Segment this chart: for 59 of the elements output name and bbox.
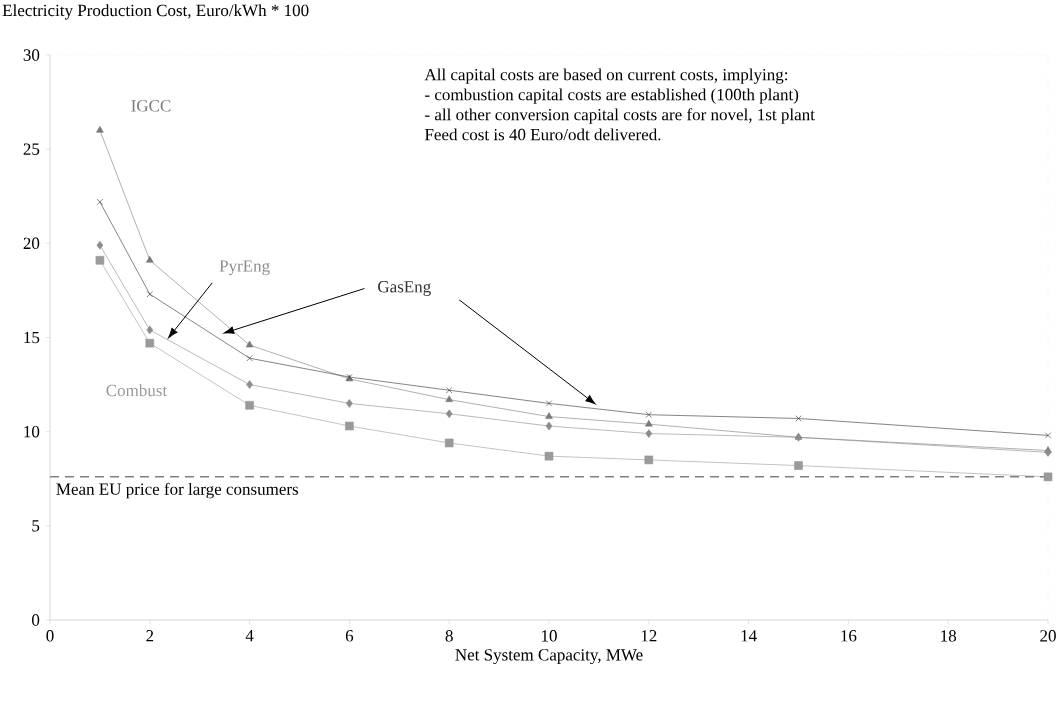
point bbox=[445, 409, 453, 419]
point bbox=[246, 380, 253, 389]
point bbox=[446, 387, 453, 394]
point bbox=[1043, 472, 1053, 482]
x-tick-label: 6 bbox=[345, 630, 354, 642]
point bbox=[545, 400, 553, 407]
y-tick-label: 10 bbox=[24, 425, 40, 438]
point bbox=[1044, 448, 1052, 457]
series-label: Combust bbox=[106, 384, 168, 397]
point bbox=[146, 325, 154, 335]
point bbox=[645, 429, 653, 438]
point bbox=[245, 340, 254, 348]
y-tick-label: 25 bbox=[23, 143, 40, 155]
point bbox=[444, 438, 454, 448]
x-tick-label: 20 bbox=[1040, 630, 1056, 642]
point bbox=[544, 451, 554, 461]
text: GasEng bbox=[378, 281, 431, 296]
point bbox=[95, 255, 105, 265]
point bbox=[96, 198, 104, 206]
point bbox=[545, 412, 553, 419]
y-axis-title: Electricity Production Cost, Euro/kWh * 100 bbox=[2, 4, 309, 20]
point bbox=[644, 455, 654, 465]
point bbox=[1044, 432, 1052, 439]
point bbox=[794, 461, 803, 470]
y-tick-label: 5 bbox=[32, 520, 40, 532]
point bbox=[146, 255, 154, 263]
point bbox=[145, 338, 155, 348]
ref-line-label: Mean EU price for large consumers bbox=[56, 482, 299, 499]
y-tick-label: 0 bbox=[32, 614, 40, 626]
x-tick-label: 2 bbox=[146, 630, 154, 642]
point bbox=[346, 399, 353, 408]
y-tick-label: 30 bbox=[23, 49, 40, 61]
annotation: - combustion capital costs are established (100th plant) bbox=[425, 88, 799, 104]
point bbox=[246, 355, 253, 362]
x-tick-label: 8 bbox=[445, 630, 453, 642]
point bbox=[345, 421, 354, 431]
x-tick-label: 14 bbox=[741, 630, 757, 642]
x-tick-label: 4 bbox=[245, 630, 254, 642]
x-tick-label: 0 bbox=[46, 630, 54, 642]
y-tick-label: 15 bbox=[24, 331, 40, 344]
point bbox=[146, 291, 153, 298]
point bbox=[445, 395, 453, 402]
x-tick-label: 16 bbox=[841, 630, 857, 642]
annotation: - all other conversion capital costs are for novel, 1st plant bbox=[425, 108, 815, 124]
x-tick-label: 12 bbox=[641, 630, 657, 642]
x-tick-label: 18 bbox=[941, 630, 957, 642]
x-tick-label: 10 bbox=[542, 630, 557, 642]
point bbox=[96, 240, 104, 250]
text: IGCC bbox=[131, 100, 171, 112]
y-tick-label: 20 bbox=[23, 237, 40, 250]
point bbox=[545, 421, 553, 431]
point bbox=[245, 401, 254, 410]
annotation: Feed cost is 40 Euro/odt delivered. bbox=[424, 128, 661, 141]
point bbox=[645, 411, 652, 418]
point bbox=[645, 419, 653, 427]
text: PyrEng bbox=[219, 260, 270, 276]
x-axis-title: Net System Capacity, MWe bbox=[455, 649, 643, 665]
point bbox=[96, 126, 104, 133]
annotation: All capital costs are based on current costs, implying: bbox=[424, 68, 788, 84]
